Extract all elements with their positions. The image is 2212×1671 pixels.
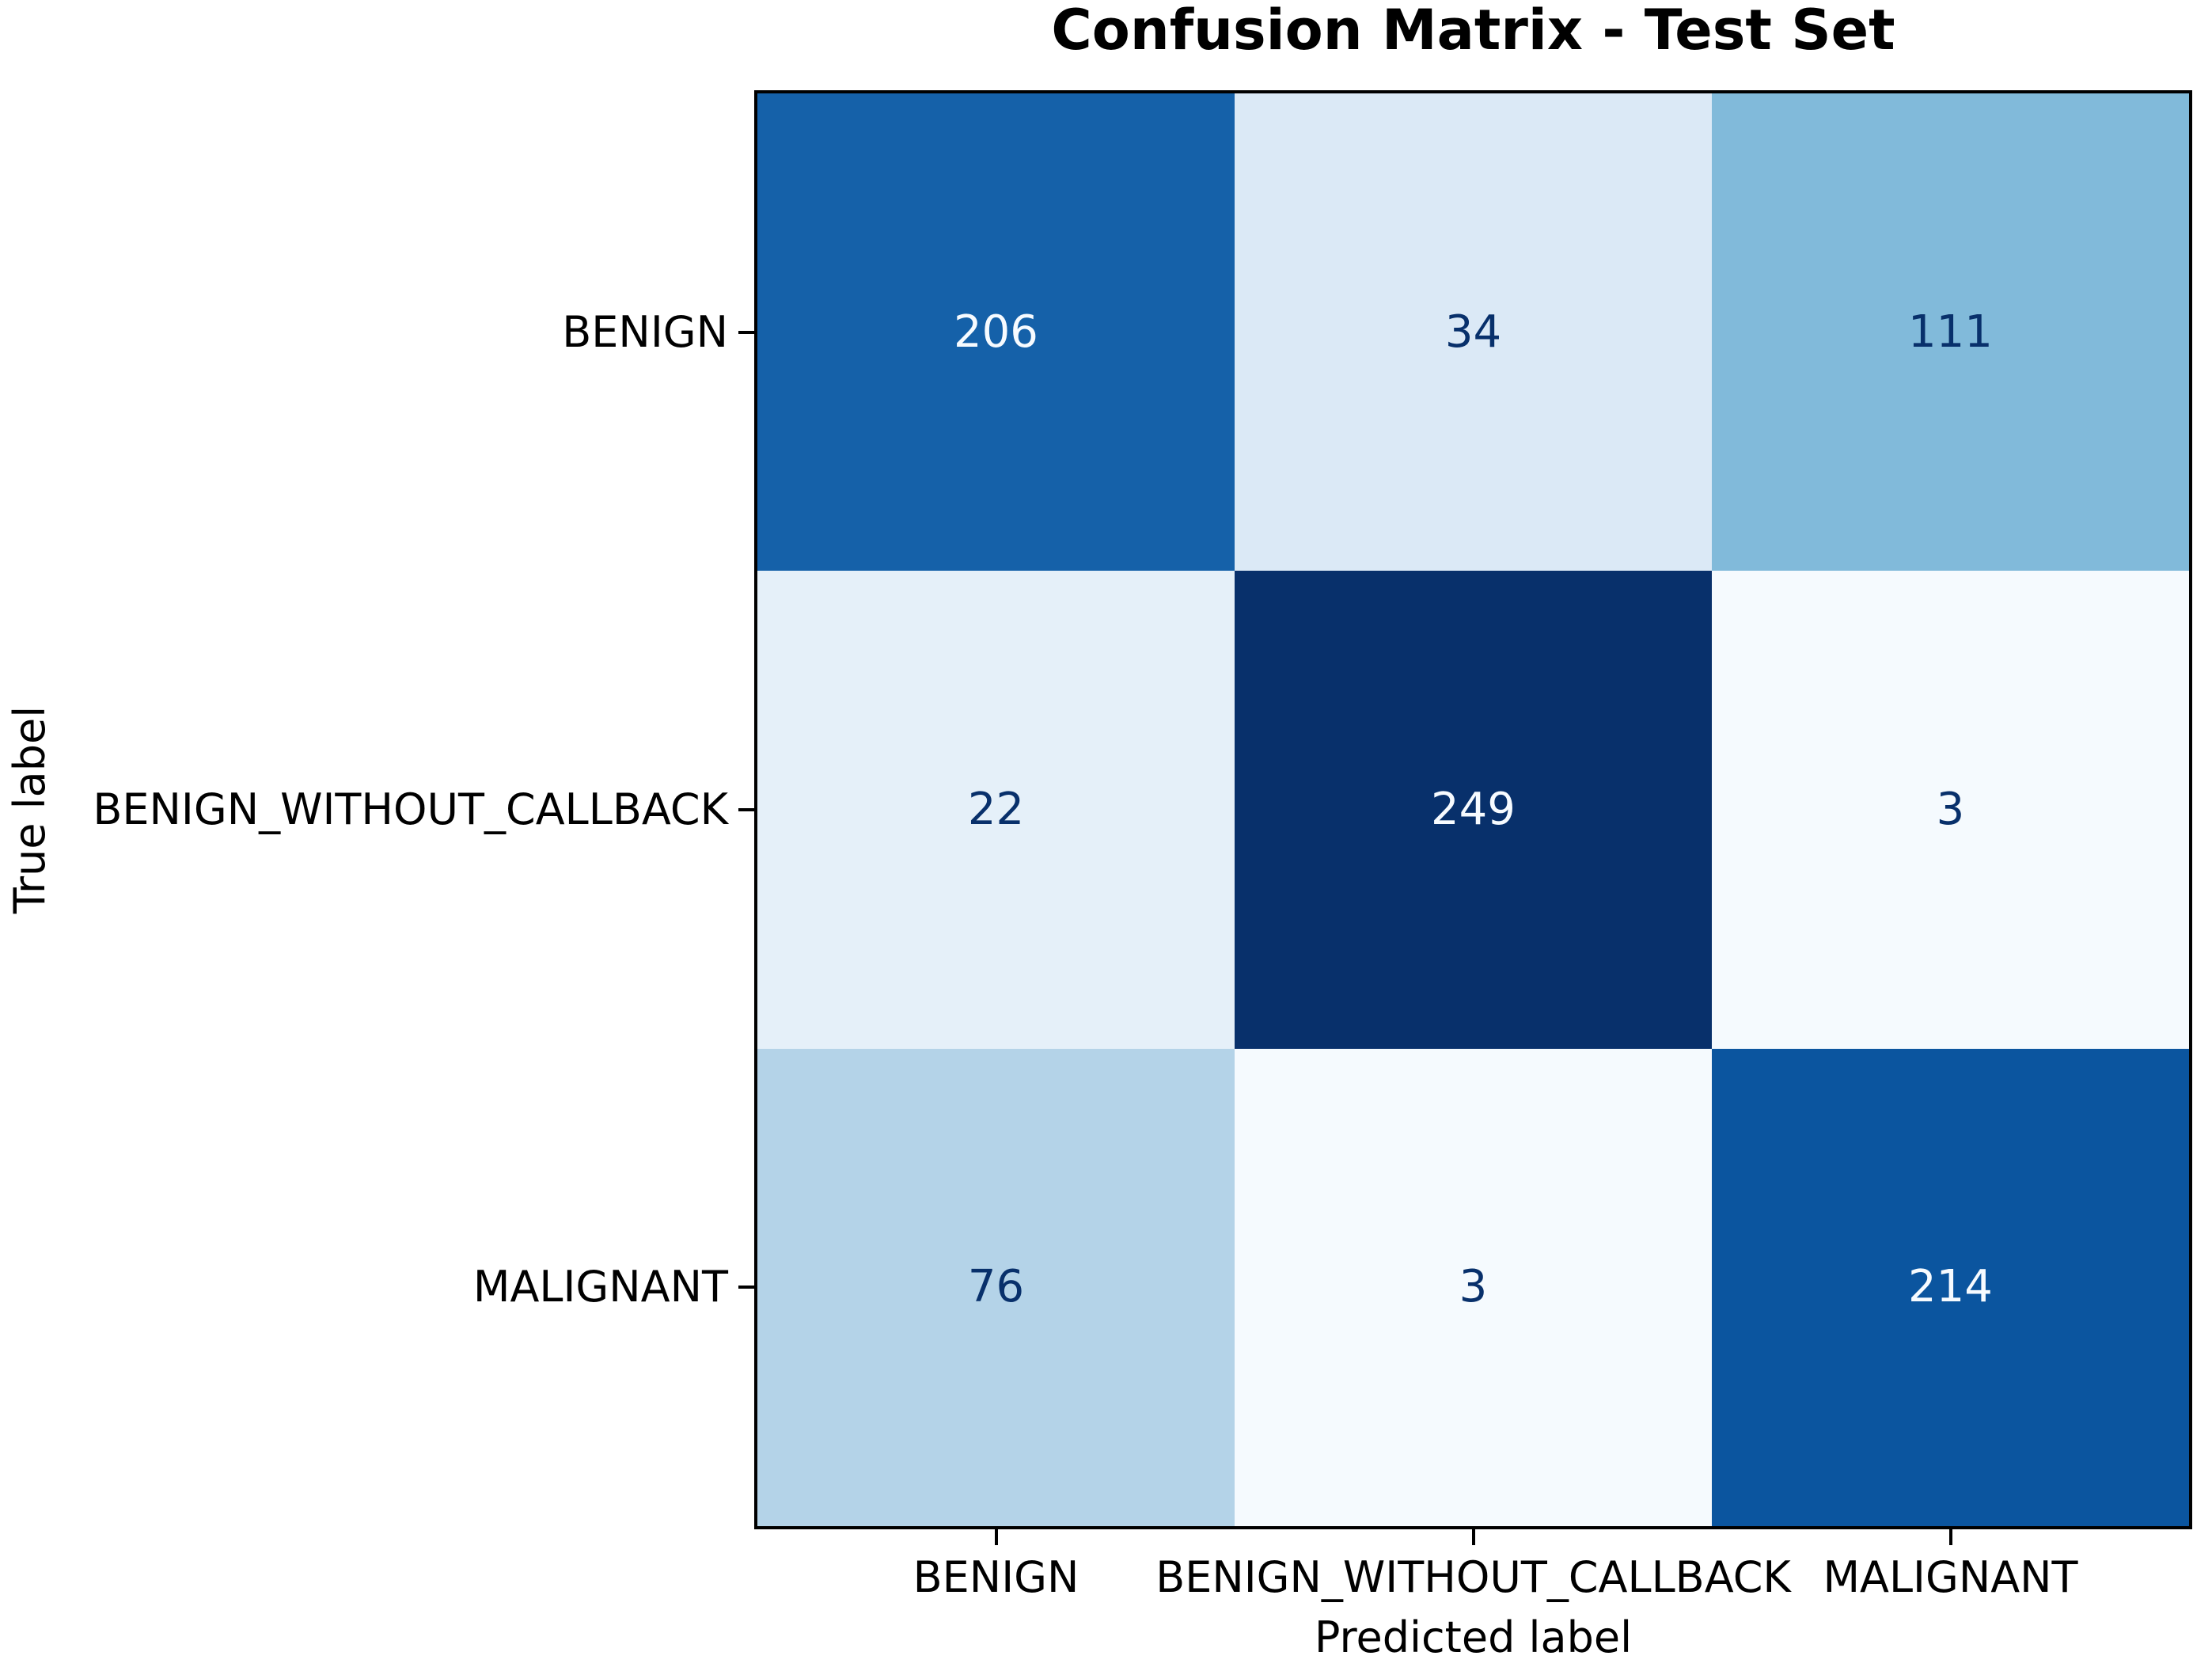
y-tick-mark-1 — [738, 808, 754, 811]
heatmap-axes: 206 34 111 22 249 3 76 3 214 — [754, 90, 2192, 1529]
x-tick-label-BENIGN: BENIGN — [912, 1552, 1079, 1602]
matrix-cell-MALIGNANT-BENIGN: 76 — [757, 1048, 1235, 1526]
y-tick-label-MALIGNANT: MALIGNANT — [472, 1262, 728, 1312]
matrix-cell-BENIGN_WITHOUT_CALLBACK-MALIGNANT: 3 — [1712, 571, 2189, 1049]
x-tick-mark-1 — [1471, 1529, 1475, 1545]
cell-value: 22 — [967, 783, 1025, 835]
matrix-cell-BENIGN_WITHOUT_CALLBACK-BENIGN: 22 — [757, 571, 1235, 1049]
chart-title: Confusion Matrix - Test Set — [1051, 0, 1895, 63]
heatmap-grid: 206 34 111 22 249 3 76 3 214 — [757, 93, 2189, 1526]
cell-value: 206 — [954, 306, 1038, 358]
matrix-cell-MALIGNANT-MALIGNANT: 214 — [1712, 1048, 2189, 1526]
cell-value: 249 — [1431, 783, 1516, 835]
x-axis-label: Predicted label — [1314, 1612, 1633, 1662]
y-axis-label: True label — [5, 705, 55, 914]
y-tick-label-BENIGN: BENIGN — [562, 306, 728, 357]
y-tick-mark-0 — [738, 330, 754, 334]
cell-value: 111 — [1908, 306, 1993, 358]
x-tick-mark-0 — [994, 1529, 998, 1545]
x-tick-label-MALIGNANT: MALIGNANT — [1823, 1552, 2078, 1602]
x-tick-label-BENIGN_WITHOUT_CALLBACK: BENIGN_WITHOUT_CALLBACK — [1155, 1552, 1791, 1602]
matrix-cell-BENIGN-MALIGNANT: 111 — [1712, 93, 2189, 572]
cell-value: 76 — [967, 1261, 1025, 1313]
matrix-cell-BENIGN_WITHOUT_CALLBACK-BENIGN_WITHOUT_CALLBACK: 249 — [1235, 571, 1712, 1049]
y-tick-label-BENIGN_WITHOUT_CALLBACK: BENIGN_WITHOUT_CALLBACK — [93, 784, 728, 834]
x-tick-mark-2 — [1948, 1529, 1952, 1545]
matrix-cell-MALIGNANT-BENIGN_WITHOUT_CALLBACK: 3 — [1235, 1048, 1712, 1526]
cell-value: 214 — [1908, 1261, 1993, 1313]
matrix-cell-BENIGN-BENIGN: 206 — [757, 93, 1235, 572]
cell-value: 3 — [1459, 1261, 1488, 1313]
cell-value: 3 — [1936, 783, 1965, 835]
cell-value: 34 — [1444, 306, 1502, 358]
matrix-cell-BENIGN-BENIGN_WITHOUT_CALLBACK: 34 — [1235, 93, 1712, 572]
y-tick-mark-2 — [738, 1286, 754, 1289]
